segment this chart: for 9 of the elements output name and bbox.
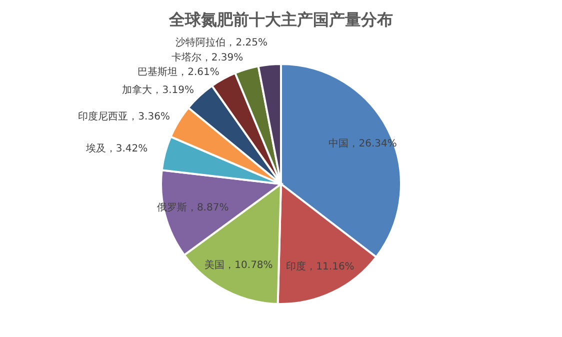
slice-label: 埃及，3.42% [84, 142, 148, 154]
chart-title: 全球氮肥前十大主产国产量分布 [168, 10, 393, 29]
slice-label: 沙特阿拉伯，2.25% [176, 36, 268, 49]
slice-label: 卡塔尔，2.39% [171, 52, 244, 64]
slice-label: 加拿大，3.19% [122, 84, 194, 96]
slice-label: 印度尼西亚，3.36% [78, 110, 170, 122]
slice-label: 印度，11.16% [286, 260, 354, 272]
slice-label: 巴基斯坦，2.61% [138, 66, 220, 78]
slice-label: 美国，10.78% [204, 258, 273, 271]
